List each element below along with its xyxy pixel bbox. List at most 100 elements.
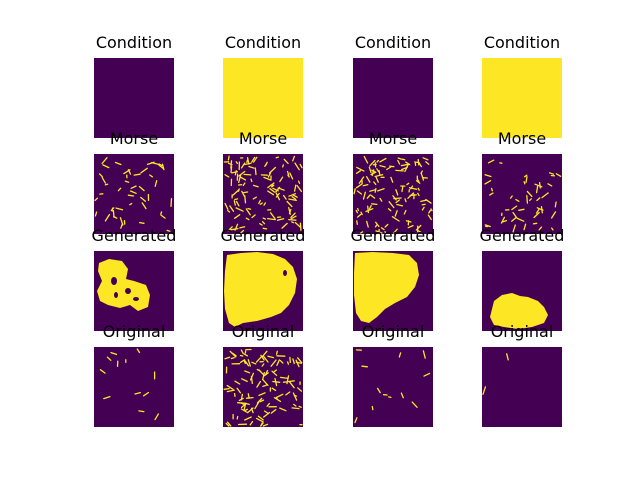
- dash-mark: [374, 224, 378, 228]
- dash-mark: [373, 181, 377, 186]
- dash-mark: [375, 176, 379, 183]
- dash-mark: [247, 359, 251, 367]
- dash-mark: [288, 193, 297, 197]
- dash-mark: [511, 216, 517, 222]
- dash-mark: [355, 183, 363, 189]
- dash-mark: [281, 222, 288, 229]
- dash-mark: [375, 221, 380, 228]
- dash-mark: [123, 169, 131, 175]
- dash-mark: [288, 218, 297, 221]
- panel-image: [353, 154, 433, 234]
- dash-mark: [291, 407, 300, 410]
- panel-title: Generated: [221, 226, 306, 245]
- dash-mark: [287, 380, 295, 383]
- dash-mark: [114, 161, 122, 166]
- dash-mark: [252, 196, 257, 200]
- dash-mark: [275, 156, 279, 159]
- dash-mark: [140, 196, 147, 202]
- dash-mark: [422, 157, 429, 161]
- dash-mark: [292, 358, 295, 365]
- panel-generated-4: Generated: [480, 226, 564, 331]
- dash-mark: [516, 217, 525, 222]
- dash-mark: [267, 172, 272, 178]
- dash-mark: [239, 229, 245, 234]
- dash-mark: [523, 223, 527, 231]
- dash-mark: [154, 413, 160, 421]
- panel-title: Morse: [110, 129, 158, 148]
- panel-original-3: Original: [353, 322, 433, 427]
- dash-mark: [138, 221, 145, 224]
- dash-mark: [293, 184, 297, 192]
- dash-mark: [262, 227, 268, 230]
- dash-mark: [264, 369, 269, 376]
- dash-mark: [532, 222, 538, 225]
- dash-mark: [233, 200, 236, 206]
- dash-mark: [266, 402, 271, 407]
- dash-mark: [291, 221, 295, 224]
- dash-mark: [420, 199, 427, 203]
- dash-mark: [357, 207, 359, 212]
- dash-mark: [170, 198, 173, 207]
- dash-mark: [243, 191, 249, 194]
- dash-mark: [291, 196, 297, 200]
- panel-title: Morse: [239, 129, 287, 148]
- panel-image: [482, 347, 562, 427]
- dash-mark: [511, 205, 518, 211]
- dash-mark: [523, 174, 528, 178]
- dash-mark: [119, 217, 124, 226]
- dash-mark: [260, 422, 263, 427]
- dash-mark: [255, 356, 263, 363]
- dash-mark: [365, 176, 371, 183]
- dash-mark: [258, 199, 261, 205]
- dash-mark: [425, 161, 430, 165]
- dash-mark: [361, 365, 368, 368]
- dash-mark: [239, 359, 246, 364]
- dash-mark: [272, 369, 278, 373]
- dash-mark: [487, 159, 495, 164]
- dash-mark: [292, 392, 298, 401]
- dash-mark: [276, 218, 285, 221]
- dash-mark: [515, 198, 520, 202]
- panel-original-2: Original: [223, 322, 303, 427]
- dash-mark: [379, 164, 386, 168]
- dash-mark: [366, 220, 369, 228]
- dash-mark: [269, 212, 276, 220]
- dash-mark: [251, 214, 256, 219]
- dash-mark: [518, 208, 525, 211]
- dash-mark: [279, 376, 289, 380]
- dash-mark: [380, 227, 385, 231]
- dash-mark: [94, 197, 99, 202]
- panel-image: [94, 347, 174, 427]
- panel-title: Original: [491, 322, 554, 341]
- dash-mark: [484, 174, 492, 178]
- dash-mark: [418, 161, 423, 168]
- dash-mark: [428, 209, 432, 214]
- dash-mark: [421, 203, 426, 206]
- dash-mark: [368, 166, 372, 174]
- dash-mark: [484, 180, 492, 185]
- dash-mark: [403, 209, 407, 215]
- dash-mark: [127, 194, 135, 197]
- dash-mark: [422, 350, 426, 359]
- dash-mark: [229, 205, 235, 212]
- dash-mark: [393, 228, 398, 234]
- blob-hole: [114, 292, 118, 298]
- dash-mark: [378, 169, 381, 176]
- dash-mark: [547, 183, 553, 187]
- dash-mark: [263, 410, 269, 415]
- dash-mark: [226, 384, 234, 390]
- dash-mark: [266, 217, 277, 221]
- dash-mark: [236, 415, 239, 420]
- dash-mark: [267, 190, 275, 196]
- dash-mark: [554, 201, 557, 208]
- dash-mark: [371, 169, 375, 177]
- dash-mark: [282, 164, 284, 168]
- dash-mark: [417, 187, 420, 191]
- dash-mark: [407, 224, 414, 229]
- blob-hole: [111, 277, 117, 285]
- panel-morse-4: Morse: [482, 129, 562, 234]
- dash-mark: [102, 164, 110, 169]
- panel-title: Morse: [498, 129, 546, 148]
- dash-mark: [555, 173, 562, 177]
